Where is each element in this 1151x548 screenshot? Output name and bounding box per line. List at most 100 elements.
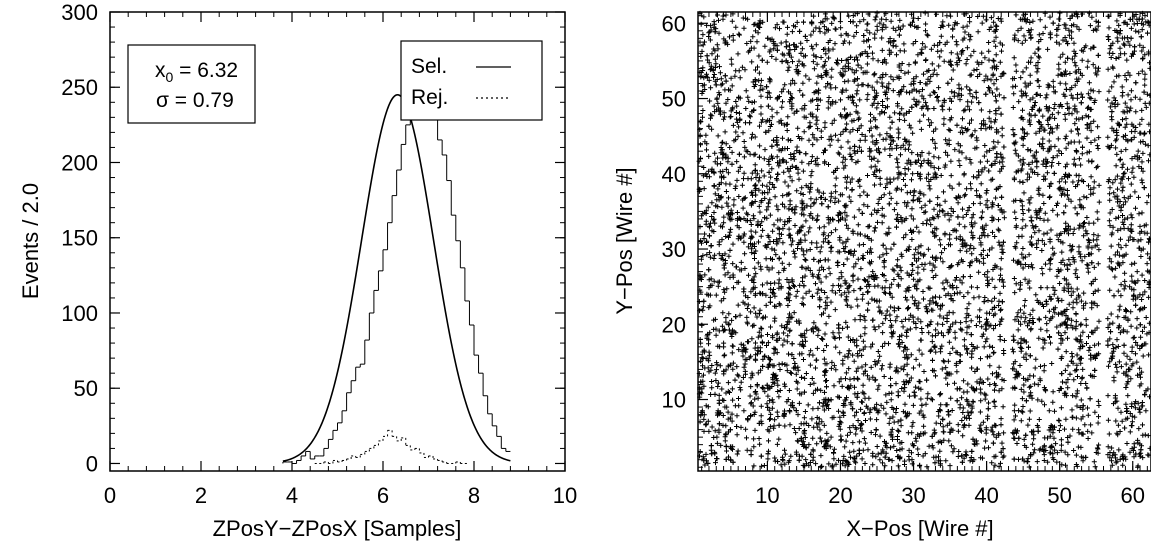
scatter-point <box>741 408 747 414</box>
scatter-point <box>773 304 779 309</box>
scatter-point <box>979 214 985 220</box>
scatter-point <box>1084 341 1089 346</box>
scatter-point <box>703 356 709 361</box>
scatter-point <box>779 89 785 95</box>
scatter-point <box>1062 35 1068 40</box>
scatter-point <box>856 144 862 150</box>
scatter-point <box>810 114 816 120</box>
scatter-point <box>895 212 901 218</box>
scatter-point <box>751 436 757 442</box>
scatter-point <box>803 218 809 224</box>
scatter-point <box>706 358 712 364</box>
scatter-point <box>1122 73 1128 78</box>
scatter-point <box>916 362 922 368</box>
scatter-point <box>851 339 857 345</box>
scatter-point <box>737 312 743 318</box>
scatter-point <box>1038 122 1044 128</box>
scatter-point <box>791 156 797 162</box>
scatter-point <box>1127 234 1133 240</box>
scatter-point <box>989 276 995 282</box>
scatter-point <box>829 20 835 26</box>
scatter-point <box>773 56 779 62</box>
scatter-point <box>780 240 786 246</box>
scatter-point <box>1068 322 1074 328</box>
scatter-point <box>779 260 785 266</box>
scatter-point <box>788 370 794 376</box>
scatter-point <box>909 294 915 300</box>
scatter-point <box>727 87 733 93</box>
scatter-point <box>840 154 846 160</box>
scatter-point <box>709 51 715 57</box>
scatter-point <box>792 24 798 30</box>
scatter-point <box>714 367 719 373</box>
scatter-point <box>910 443 916 449</box>
scatter-point <box>1142 230 1148 236</box>
scatter-point <box>1095 216 1101 222</box>
scatter-point <box>967 87 973 93</box>
scatter-point <box>731 202 737 208</box>
scatter-points <box>696 10 1151 470</box>
scatter-point <box>1106 363 1111 369</box>
scatter-point <box>1142 52 1148 58</box>
scatter-point <box>810 406 816 412</box>
scatter-point <box>729 83 735 89</box>
scatter-point <box>918 251 924 257</box>
scatter-point <box>923 58 929 63</box>
scatter-point <box>853 431 859 437</box>
scatter-point <box>972 145 978 151</box>
scatter-point <box>1031 320 1036 325</box>
scatter-point <box>699 91 705 96</box>
scatter-point <box>826 313 832 319</box>
scatter-point <box>833 132 838 138</box>
scatter-point <box>914 88 920 94</box>
scatter-point <box>997 207 1003 213</box>
scatter-point <box>1140 432 1146 438</box>
scatter-point <box>929 61 935 67</box>
scatter-point <box>790 59 795 65</box>
scatter-point <box>1056 186 1062 192</box>
scatter-point <box>964 186 970 192</box>
scatter-point <box>898 187 904 193</box>
scatter-point <box>814 137 820 143</box>
scatter-point <box>809 271 815 277</box>
scatter-point <box>936 165 942 171</box>
scatter-point <box>967 458 973 464</box>
scatter-point <box>725 170 731 176</box>
scatter-point <box>839 383 845 389</box>
scatter-point <box>860 338 866 344</box>
scatter-point <box>745 94 751 100</box>
scatter-point <box>749 336 755 342</box>
scatter-point <box>1081 179 1086 184</box>
scatter-point <box>1090 62 1096 68</box>
scatter-point <box>861 371 867 377</box>
scatter-point <box>942 164 948 170</box>
scatter-point <box>757 441 763 447</box>
scatter-point <box>1138 254 1144 259</box>
scatter-point <box>774 110 780 116</box>
scatter-point <box>787 202 793 208</box>
scatter-point <box>939 330 944 336</box>
scatter-point <box>706 305 712 311</box>
scatter-point <box>1029 234 1034 240</box>
scatter-point <box>777 388 783 393</box>
scatter-point <box>967 107 972 113</box>
scatter-point <box>816 416 822 422</box>
scatter-point <box>899 340 905 345</box>
scatter-point <box>769 166 775 172</box>
scatter-point <box>709 113 715 119</box>
scatter-point <box>707 37 713 43</box>
scatter-point <box>800 248 806 254</box>
scatter-point <box>991 399 997 405</box>
scatter-point <box>931 427 937 433</box>
scatter-point <box>840 240 846 246</box>
scatter-point <box>1107 223 1113 229</box>
scatter-point <box>833 85 839 91</box>
scatter-point <box>744 435 749 441</box>
scatter-point <box>789 29 795 35</box>
scatter-point <box>794 386 800 392</box>
scatter-point <box>810 390 816 396</box>
scatter-point <box>756 53 762 59</box>
scatter-point <box>1092 464 1098 470</box>
scatter-point <box>765 242 771 247</box>
scatter-point <box>782 451 788 457</box>
